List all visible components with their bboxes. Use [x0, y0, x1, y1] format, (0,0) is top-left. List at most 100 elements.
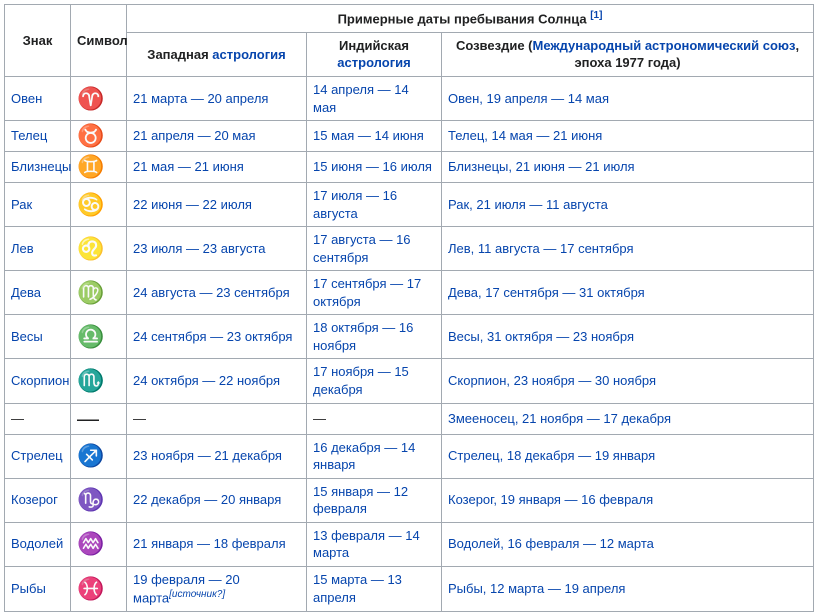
constellation-link[interactable]: Козерог, 19 января — 16 февраля	[448, 492, 653, 507]
indian-dates-link[interactable]: 15 июня — 16 июля	[313, 159, 432, 174]
zodiac-table: Знак Символ Примерные даты пребывания Со…	[4, 4, 814, 612]
constellation-cell: Телец, 14 мая — 21 июня	[442, 121, 814, 152]
western-dates-cell: 24 октября — 22 ноября	[127, 359, 307, 403]
indian-astrology-link[interactable]: астрология	[337, 55, 410, 70]
western-dates-link[interactable]: 24 сентября — 23 октября	[133, 329, 292, 344]
table-row: Скорпион♏ 24 октября — 22 ноября 17 ноября…	[5, 359, 814, 403]
constellation-link[interactable]: Лев, 11 августа — 17 сентября	[448, 241, 634, 256]
sign-link[interactable]: Рак	[11, 197, 32, 212]
western-dates-link[interactable]: 22 июня — 22 июля	[133, 197, 252, 212]
indian-dates-link[interactable]: 15 января — 12 февраля	[313, 484, 408, 517]
constellation-cell: Близнецы, 21 июня — 21 июля	[442, 152, 814, 183]
constellation-link[interactable]: Близнецы, 21 июня — 21 июля	[448, 159, 635, 174]
symbol-cell: ♐	[71, 434, 127, 478]
western-dates-cell: 24 августа — 23 сентября	[127, 271, 307, 315]
sign-link[interactable]: Весы	[11, 329, 43, 344]
western-dates-link[interactable]: 24 октября — 22 ноября	[133, 373, 280, 388]
sign-link[interactable]: Телец	[11, 128, 47, 143]
citation-needed-link[interactable]: [источник?]	[169, 589, 225, 600]
indian-dates-link[interactable]: 14 апреля — 14 мая	[313, 82, 409, 115]
constellation-link[interactable]: Весы, 31 октября — 23 ноября	[448, 329, 634, 344]
header-sun-dates: Примерные даты пребывания Солнца [1]	[127, 5, 814, 33]
western-dates-link[interactable]: 21 мая — 21 июня	[133, 159, 244, 174]
sign-cell: Лев	[5, 227, 71, 271]
constellation-link[interactable]: Скорпион, 23 ноября — 30 ноября	[448, 373, 656, 388]
constellation-link[interactable]: Рак, 21 июля — 11 августа	[448, 197, 608, 212]
constellation-cell: Стрелец, 18 декабря — 19 января	[442, 434, 814, 478]
symbol-cell: ♈	[71, 76, 127, 120]
constellation-link[interactable]: Рыбы, 12 марта — 19 апреля	[448, 581, 625, 596]
indian-dates-link[interactable]: 17 июля — 16 августа	[313, 188, 397, 221]
western-dates-link[interactable]: 21 января — 18 февраля	[133, 536, 286, 551]
indian-dates-cell: 15 января — 12 февраля	[307, 478, 442, 522]
constellation-link[interactable]: Водолей, 16 февраля — 12 марта	[448, 536, 654, 551]
sign-cell: Весы	[5, 315, 71, 359]
table-row: Овен ♈ 21 марта — 20 апреля 14 апреля — 14 …	[5, 76, 814, 120]
sign-link[interactable]: Лев	[11, 241, 34, 256]
indian-dates-cell: 15 июня — 16 июля	[307, 152, 442, 183]
constellation-cell: Рак, 21 июля — 11 августа	[442, 183, 814, 227]
western-dates-cell: 22 июня — 22 июля	[127, 183, 307, 227]
western-dates-cell: 23 ноября — 21 декабря	[127, 434, 307, 478]
western-dates-cell: 21 марта — 20 апреля	[127, 76, 307, 120]
constellation-link[interactable]: Телец, 14 мая — 21 июня	[448, 128, 602, 143]
indian-dates-link[interactable]: 15 мая — 14 июня	[313, 128, 424, 143]
sign-cell: Овен	[5, 76, 71, 120]
sign-link[interactable]: Рыбы	[11, 581, 46, 596]
western-astrology-link[interactable]: астрология	[212, 47, 285, 62]
header-constellation: Созвездие (Международный астрономический…	[442, 32, 814, 76]
table-row: Козерог♑22 декабря — 20 января15 января …	[5, 478, 814, 522]
symbol-cell: ♋	[71, 183, 127, 227]
sign-link[interactable]: Дева	[11, 285, 41, 300]
constellation-cell: Козерог, 19 января — 16 февраля	[442, 478, 814, 522]
symbol-cell: ♏	[71, 359, 127, 403]
western-dates-link[interactable]: 21 апреля — 20 мая	[133, 128, 256, 143]
sign-link[interactable]: Водолей	[11, 536, 63, 551]
western-dates-link[interactable]: 23 ноября — 21 декабря	[133, 448, 282, 463]
iau-link[interactable]: Международный астрономический союз	[532, 38, 795, 53]
indian-dates-link[interactable]: 18 октября — 16 ноября	[313, 320, 413, 353]
western-dates-link[interactable]: 21 марта — 20 апреля	[133, 91, 268, 106]
indian-dates-link[interactable]: 13 февраля — 14 марта	[313, 528, 420, 561]
constellation-cell: Дева, 17 сентября — 31 октября	[442, 271, 814, 315]
constellation-cell: Овен, 19 апреля — 14 мая	[442, 76, 814, 120]
constellation-cell: Змееносец, 21 ноября — 17 декабря	[442, 403, 814, 434]
sign-link[interactable]: Близнецы	[11, 159, 71, 174]
constellation-link[interactable]: Стрелец, 18 декабря — 19 января	[448, 448, 655, 463]
indian-dates-cell: 13 февраля — 14 марта	[307, 522, 442, 566]
constellation-cell: Скорпион, 23 ноября — 30 ноября	[442, 359, 814, 403]
indian-dates-cell: 14 апреля — 14 мая	[307, 76, 442, 120]
sign-link[interactable]: Козерог	[11, 492, 58, 507]
western-dates-link[interactable]: 23 июля — 23 августа	[133, 241, 266, 256]
sign-cell: Козерог	[5, 478, 71, 522]
table-row: Рак ♋ 22 июня — 22 июля 17 июля — 16 август…	[5, 183, 814, 227]
table-row: Весы♎24 сентября — 23 октября18 октября …	[5, 315, 814, 359]
constellation-link[interactable]: Овен, 19 апреля — 14 мая	[448, 91, 609, 106]
indian-dates-link[interactable]: 15 марта — 13 апреля	[313, 572, 402, 605]
constellation-link[interactable]: Змееносец, 21 ноября — 17 декабря	[448, 411, 671, 426]
indian-dates-link[interactable]: 17 сентября — 17 октября	[313, 276, 421, 309]
sign-link[interactable]: Стрелец	[11, 448, 63, 463]
indian-dates-link[interactable]: 17 ноября — 15 декабря	[313, 364, 409, 397]
constellation-link[interactable]: Дева, 17 сентября — 31 октября	[448, 285, 645, 300]
indian-dates-link[interactable]: 16 декабря — 14 января	[313, 440, 415, 473]
ref-link[interactable]: [1]	[590, 10, 602, 21]
indian-dates-cell: 15 мая — 14 июня	[307, 121, 442, 152]
sign-link[interactable]: Овен	[11, 91, 42, 106]
sign-cell: Скорпион	[5, 359, 71, 403]
header-sign: Знак	[5, 5, 71, 77]
sign-cell: Рыбы	[5, 566, 71, 611]
sign-cell: Дева	[5, 271, 71, 315]
symbol-cell: ♒	[71, 522, 127, 566]
indian-dates-link[interactable]: 17 августа — 16 сентября	[313, 232, 411, 265]
table-row: Дева♍24 августа — 23 сентября17 сентября…	[5, 271, 814, 315]
western-dates-cell: 21 января — 18 февраля	[127, 522, 307, 566]
western-dates-link[interactable]: 22 декабря — 20 января	[133, 492, 281, 507]
constellation-cell: Весы, 31 октября — 23 ноября	[442, 315, 814, 359]
table-row: ————Змееносец, 21 ноября — 17 декабря	[5, 403, 814, 434]
indian-dates-cell: 17 ноября — 15 декабря	[307, 359, 442, 403]
header-western: Западная астрология	[127, 32, 307, 76]
western-dates-link[interactable]: 24 августа — 23 сентября	[133, 285, 290, 300]
sign-link[interactable]: Скорпион	[11, 373, 69, 388]
symbol-cell: ♉	[71, 121, 127, 152]
